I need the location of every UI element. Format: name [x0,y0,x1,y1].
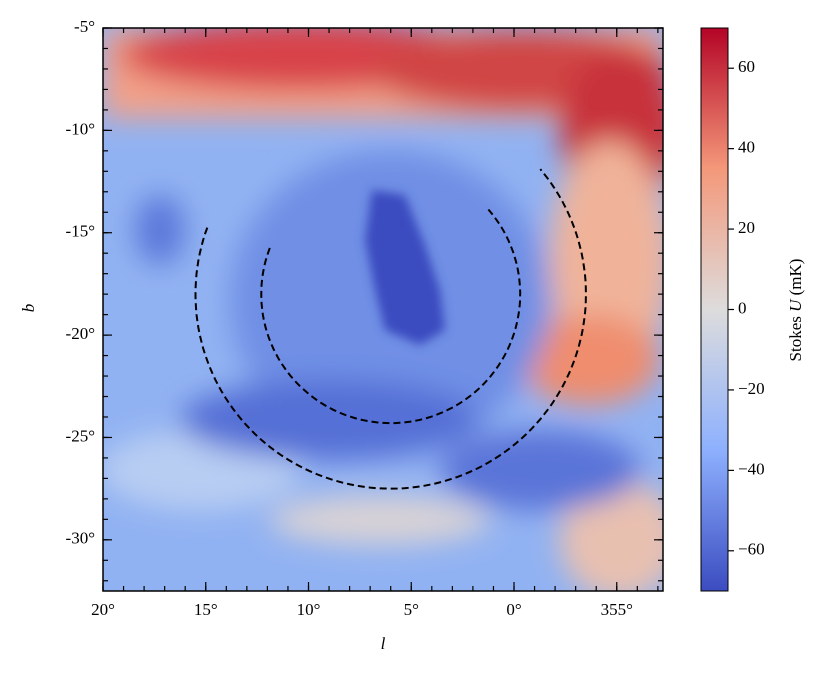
colorbar-label: Stokes U (mK) [786,259,805,362]
dashed-arc [260,208,522,425]
x-tick-label: 15° [194,600,218,619]
colorbar [700,27,729,592]
y-tick-label: -25° [66,426,95,445]
y-tick-label: -15° [66,222,95,241]
x-tick-label: 5° [404,600,419,619]
y-tick-label: -5° [74,17,95,36]
map-image [103,28,663,591]
colorbar-tick-label: 0 [738,298,747,317]
y-tick-label: -10° [66,119,95,138]
x-tick-label: 0° [506,600,521,619]
x-tick-label: 20° [91,600,115,619]
colorbar-label-unit: (mK) [786,259,805,296]
colorbar-tick-label: −20 [738,379,765,398]
x-tick-label: 355° [601,600,633,619]
y-axis-label: b [19,304,38,313]
colorbar-tick-label: −40 [738,459,765,478]
plot-frame [102,27,664,592]
y-tick-label: -20° [66,324,95,343]
colorbar-tick-label: 60 [738,57,755,76]
colorbar-tick-label: 20 [738,218,755,237]
dashed-arc [194,168,587,490]
x-tick-label: 10° [297,600,321,619]
colorbar-tick-label: 40 [738,138,755,157]
x-axis-label: l [381,634,386,653]
colorbar-tick-label: −60 [738,540,765,559]
colorbar-label-prefix: Stokes [786,316,805,361]
colorbar-label-var: U [786,298,805,312]
y-tick-label: -30° [66,529,95,548]
